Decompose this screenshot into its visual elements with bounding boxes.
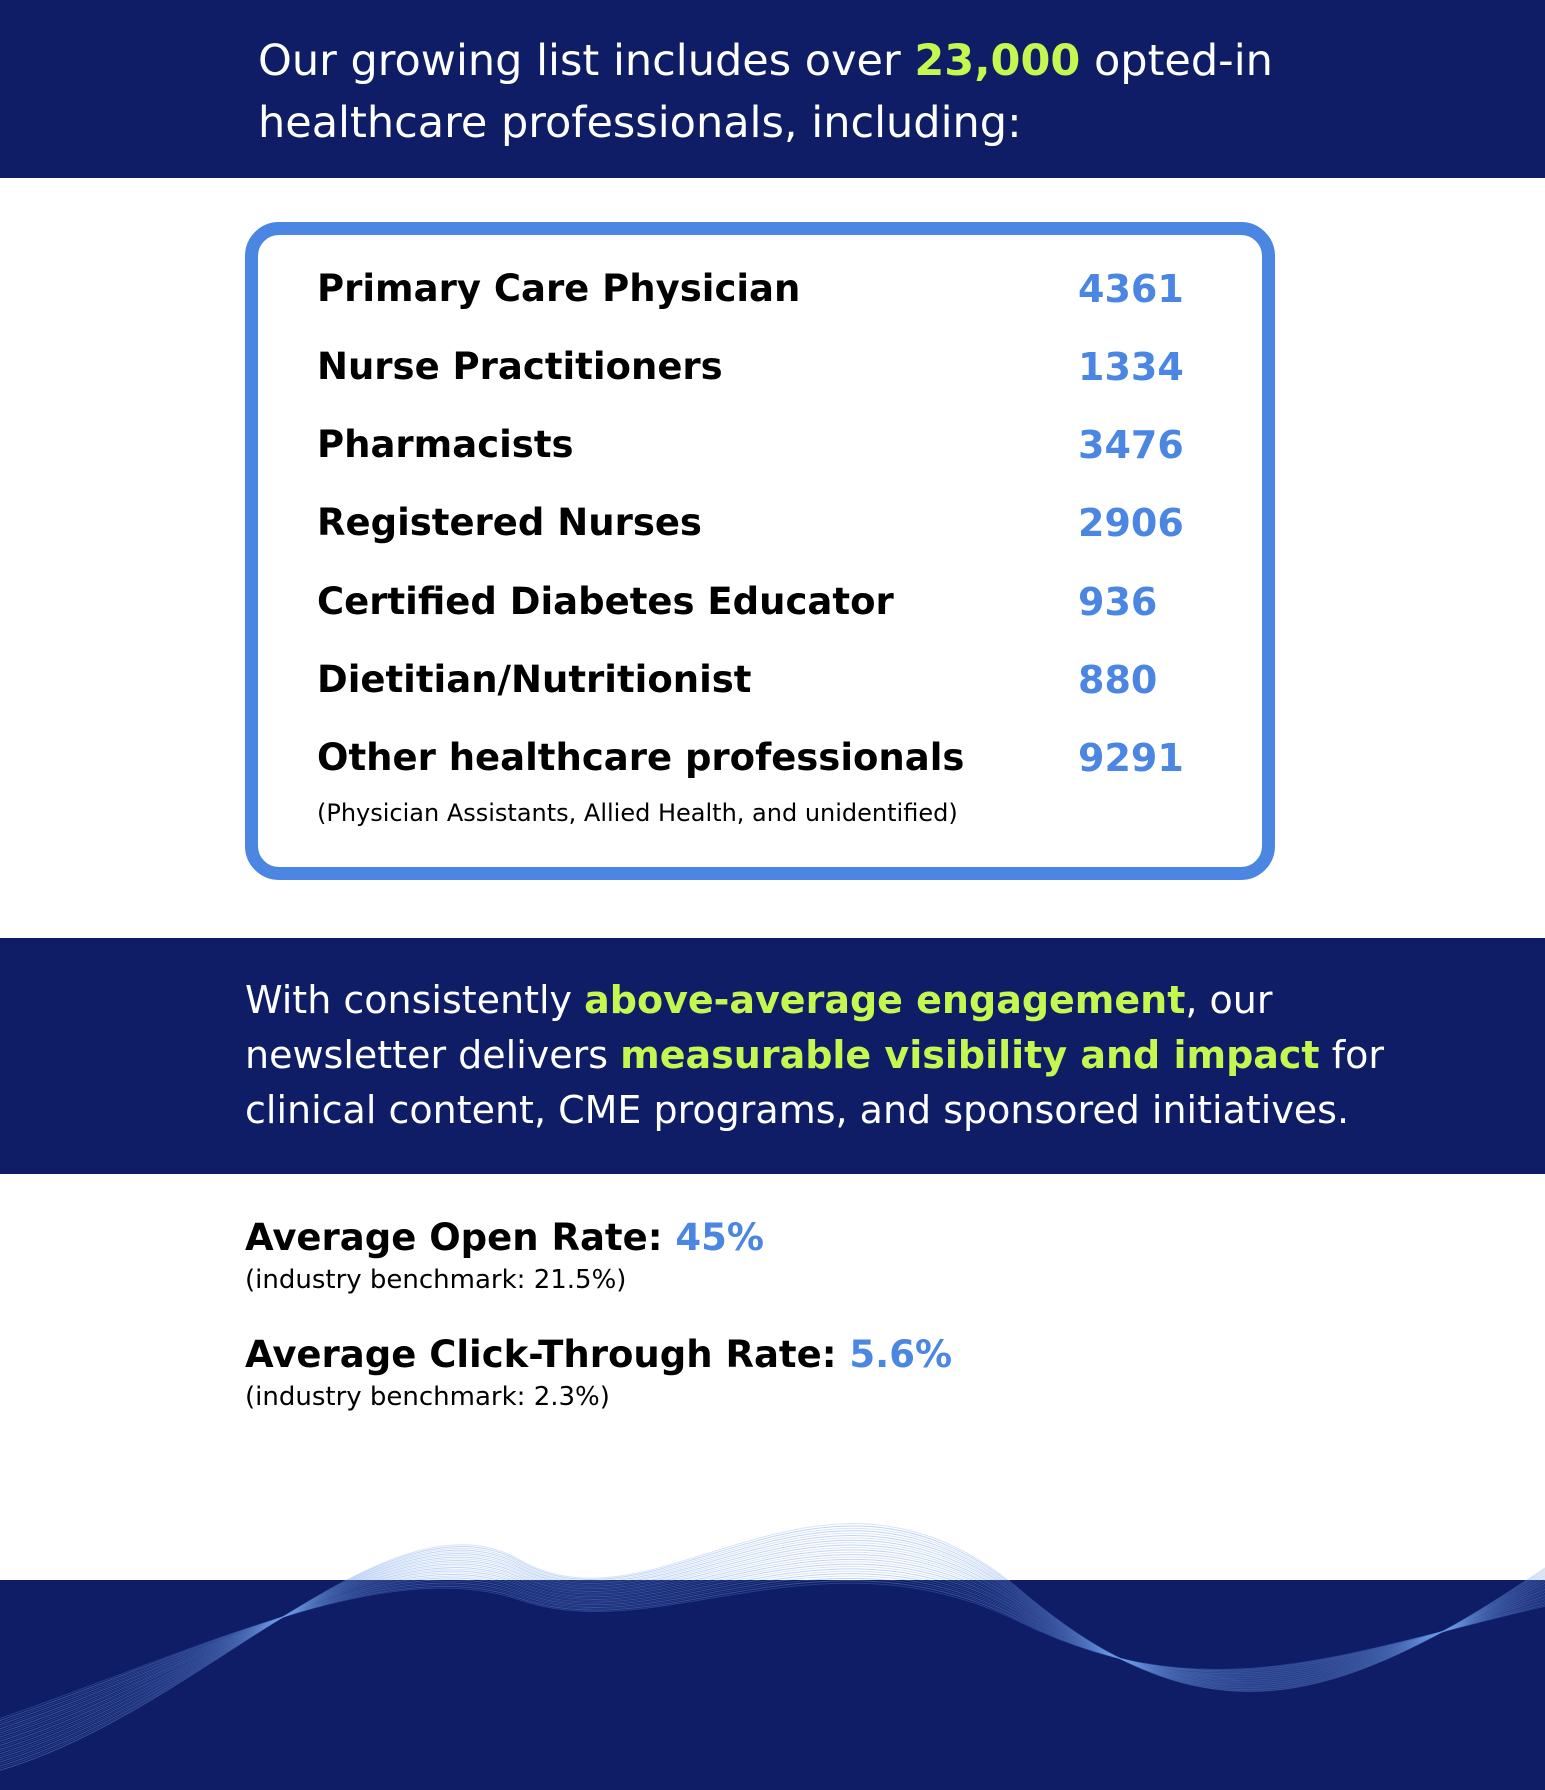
wave-line xyxy=(0,1554,1545,1744)
profession-row: Nurse Practitioners 1334 xyxy=(305,337,1205,397)
professions-footnote: (Physician Assistants, Allied Health, an… xyxy=(317,799,958,827)
professions-card xyxy=(245,222,1275,880)
profession-row: Dietitian/Nutritionist 880 xyxy=(305,650,1205,710)
profession-count: 3476 xyxy=(1078,423,1184,467)
wave-line xyxy=(0,1582,1545,1719)
profession-count: 880 xyxy=(1078,658,1158,702)
profession-row: Other healthcare professionals 9291 xyxy=(305,728,1205,788)
wave-line xyxy=(0,1556,1545,1742)
wave-line xyxy=(0,1539,1545,1757)
ctr-line: Average Click-Through Rate: 5.6% xyxy=(245,1330,952,1380)
profession-label: Certified Diabetes Educator xyxy=(317,580,894,623)
profession-count: 4361 xyxy=(1078,267,1184,311)
open-rate-benchmark: (industry benchmark: 21.5%) xyxy=(245,1265,627,1295)
wave-line xyxy=(0,1573,1545,1728)
footer-band xyxy=(0,1580,1545,1790)
wave-line xyxy=(0,1568,1545,1732)
profession-label: Dietitian/Nutritionist xyxy=(317,658,752,701)
wave-line xyxy=(0,1566,1545,1734)
engagement-part: , our newsletter delivers xyxy=(245,978,1273,1077)
profession-count: 9291 xyxy=(1078,736,1184,780)
open-rate-line: Average Open Rate: 45% xyxy=(245,1213,764,1263)
engagement-part: With consistently xyxy=(245,978,585,1022)
wave-lines-group xyxy=(0,1523,1545,1771)
wave-line xyxy=(0,1537,1545,1759)
wave-line xyxy=(0,1542,1545,1755)
ctr-stat: Average Click-Through Rate: 5.6% (indust… xyxy=(245,1330,952,1414)
wave-line xyxy=(0,1563,1545,1736)
profession-label: Other healthcare professionals xyxy=(317,736,965,779)
profession-label: Nurse Practitioners xyxy=(317,345,723,388)
wave-line xyxy=(0,1546,1545,1750)
profession-label: Primary Care Physician xyxy=(317,267,801,310)
wave-footer-graphic xyxy=(0,1523,1545,1790)
intro-text-start: Our growing list includes over xyxy=(258,36,915,86)
profession-row: Certified Diabetes Educator 936 xyxy=(305,572,1205,632)
profession-count: 2906 xyxy=(1078,501,1184,545)
wave-line xyxy=(0,1523,1545,1771)
wave-line xyxy=(0,1525,1545,1769)
wave-line xyxy=(0,1544,1545,1753)
intro-text-end: opted-in healthcare professionals, inclu… xyxy=(258,36,1273,148)
profession-label: Registered Nurses xyxy=(317,501,702,544)
engagement-banner xyxy=(0,938,1545,1174)
profession-count: 936 xyxy=(1078,580,1158,624)
intro-text: Our growing list includes over 23,000 op… xyxy=(258,30,1358,154)
engagement-highlight: above-average engagement xyxy=(584,978,1186,1022)
wave-line xyxy=(0,1570,1545,1730)
profession-row: Primary Care Physician 4361 xyxy=(305,259,1205,319)
wave-line xyxy=(0,1558,1545,1740)
wave-line xyxy=(0,1530,1545,1765)
wave-line xyxy=(0,1535,1545,1761)
profession-count: 1334 xyxy=(1078,345,1184,389)
wave-line xyxy=(0,1577,1545,1724)
wave-line xyxy=(0,1575,1545,1726)
ctr-value: 5.6% xyxy=(849,1333,953,1376)
wave-line xyxy=(0,1527,1545,1767)
wave-line xyxy=(0,1561,1545,1738)
intro-banner xyxy=(0,0,1545,178)
profession-row: Registered Nurses 2906 xyxy=(305,493,1205,553)
subscriber-count: 23,000 xyxy=(914,36,1081,86)
engagement-part: for clinical content, CME programs, and … xyxy=(245,1033,1384,1132)
profession-label: Pharmacists xyxy=(317,423,574,466)
wave-line xyxy=(0,1551,1545,1746)
ctr-label: Average Click-Through Rate: xyxy=(245,1333,850,1376)
wave-line xyxy=(0,1532,1545,1763)
wave-line xyxy=(0,1580,1545,1722)
open-rate-value: 45% xyxy=(675,1216,764,1259)
open-rate-stat: Average Open Rate: 45% (industry benchma… xyxy=(245,1213,764,1297)
open-rate-label: Average Open Rate: xyxy=(245,1216,676,1259)
engagement-text: With consistently above-average engageme… xyxy=(245,973,1445,1138)
wave-line xyxy=(0,1549,1545,1748)
engagement-highlight: measurable visibility and impact xyxy=(620,1033,1320,1077)
ctr-benchmark: (industry benchmark: 2.3%) xyxy=(245,1382,610,1412)
profession-row: Pharmacists 3476 xyxy=(305,415,1205,475)
